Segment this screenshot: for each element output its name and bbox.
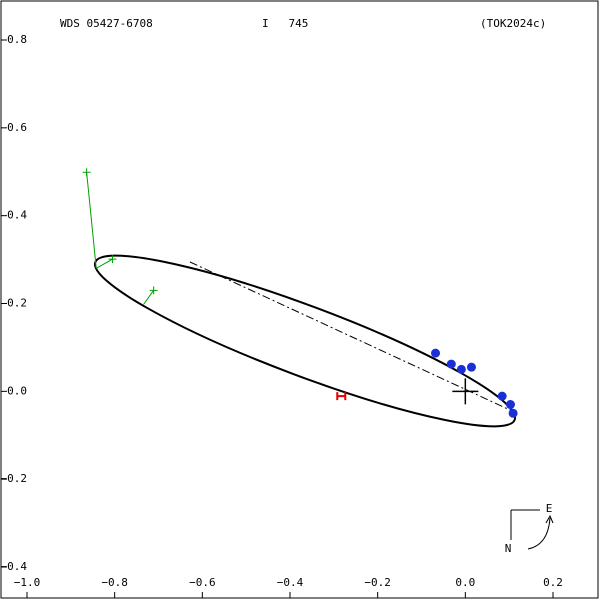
compass-arrowhead [545,514,554,524]
observation [431,348,441,358]
y-tick-label: 0.4 [7,209,27,222]
y-tick-label: 0.2 [7,297,27,310]
header-label: WDS 05427-6708 [60,17,153,30]
observation [446,359,456,369]
residual [143,290,155,305]
observation [497,391,507,401]
x-tick-label: −1.0 [14,576,41,589]
observation [456,364,466,374]
observation [149,286,158,295]
y-tick-label: 0.8 [7,33,27,46]
observation [336,392,347,401]
y-tick-label: 0.6 [7,121,27,134]
observation [108,255,117,264]
x-tick-label: −0.4 [277,576,304,589]
observation [505,400,515,410]
line-of-nodes [189,261,511,411]
x-tick-label: −0.2 [364,576,391,589]
x-tick-label: −0.8 [101,576,128,589]
observation [466,362,476,372]
header-label: (TOK2024c) [480,17,546,30]
x-tick-label: 0.0 [455,576,475,589]
y-tick-label: −0.2 [1,472,28,485]
compass-e: E [546,502,553,515]
residual [96,258,113,269]
residual [86,172,97,269]
y-tick-label: 0.0 [7,384,27,397]
y-tick-label: −0.4 [1,560,28,573]
compass [510,509,554,550]
compass-n: N [505,542,512,555]
x-tick-label: −0.6 [189,576,216,589]
header-label: I 745 [262,17,308,30]
observation [508,408,518,418]
observation [82,168,91,177]
compass-arrow [527,517,551,550]
x-tick-label: 0.2 [543,576,563,589]
